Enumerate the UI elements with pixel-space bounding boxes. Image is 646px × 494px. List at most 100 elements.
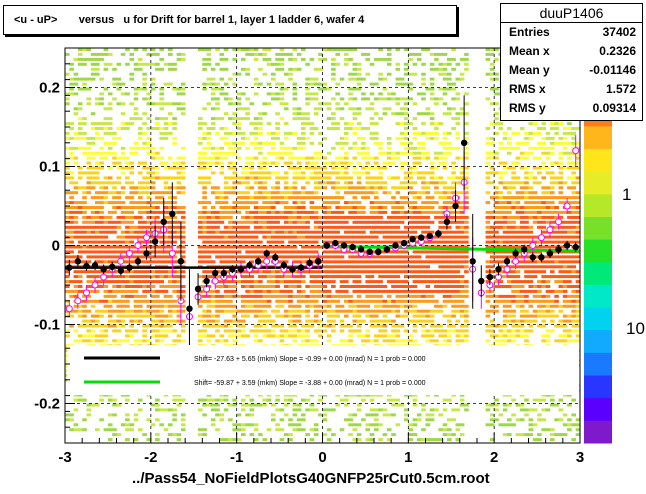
heatmap-cell <box>73 294 79 298</box>
heatmap-cell <box>116 166 122 170</box>
heatmap-cell <box>374 270 379 274</box>
heatmap-cell <box>442 299 448 303</box>
heatmap-cell <box>279 250 285 254</box>
heatmap-cell <box>425 220 431 224</box>
heatmap-cell <box>391 413 396 417</box>
heatmap-cell <box>73 428 79 432</box>
heatmap-cell <box>408 52 413 56</box>
heatmap-cell <box>305 250 310 254</box>
heatmap-cell <box>112 77 117 81</box>
heatmap-cell <box>451 433 456 437</box>
heatmap-cell <box>120 240 126 244</box>
heatmap-cell <box>352 62 358 66</box>
heatmap-cell <box>279 418 285 422</box>
heatmap-cell <box>421 191 426 195</box>
heatmap-cell <box>339 225 345 229</box>
heatmap-cell <box>172 230 177 234</box>
heatmap-cell <box>296 176 302 180</box>
heatmap-cell <box>399 299 405 303</box>
heatmap-cell <box>258 82 263 86</box>
heatmap-cell <box>112 156 117 160</box>
heatmap-cell <box>73 186 79 190</box>
heatmap-cell <box>206 146 212 150</box>
heatmap-cell <box>215 191 220 195</box>
heatmap-cell <box>369 240 375 244</box>
heatmap-cell <box>219 418 225 422</box>
heatmap-cell <box>65 240 70 244</box>
heatmap-cell <box>447 186 452 190</box>
heatmap-cell <box>95 339 100 343</box>
heatmap-cell <box>232 186 237 190</box>
heatmap-cell <box>219 220 225 224</box>
heatmap-cell <box>382 289 388 293</box>
heatmap-cell <box>421 82 426 86</box>
heatmap-cell <box>271 413 276 417</box>
heatmap-cell <box>408 433 413 437</box>
heatmap-cell <box>455 265 461 269</box>
heatmap-cell <box>112 319 117 323</box>
heatmap-cell <box>498 280 504 284</box>
heatmap-cell <box>502 196 508 200</box>
heatmap-cell <box>391 210 396 214</box>
heatmap-cell <box>116 156 122 160</box>
heatmap-cell <box>90 186 96 190</box>
heatmap-cell <box>168 433 173 437</box>
heatmap-cell <box>150 186 156 190</box>
heatmap-cell <box>103 289 109 293</box>
heatmap-cell <box>399 255 405 259</box>
heatmap-cell <box>99 285 104 288</box>
heatmap-cell <box>331 433 336 437</box>
heatmap-cell <box>386 428 392 432</box>
heatmap-cell <box>348 285 353 288</box>
heatmap-cell <box>399 250 405 254</box>
heatmap-cell <box>125 210 130 214</box>
heatmap-cell <box>408 206 413 209</box>
heatmap-cell <box>90 319 96 323</box>
heatmap-cell <box>399 77 405 81</box>
heatmap-cell <box>283 299 289 303</box>
heatmap-cell <box>146 280 152 284</box>
heatmap-cell <box>168 270 173 274</box>
heatmap-cell <box>511 196 516 200</box>
heatmap-cell <box>309 77 315 81</box>
heatmap-cell <box>202 255 207 259</box>
heatmap-cell <box>241 299 246 303</box>
heatmap-cell <box>219 146 225 150</box>
heatmap-cell <box>142 245 147 249</box>
heatmap-cell <box>82 309 87 313</box>
heatmap-cell <box>133 117 139 121</box>
heatmap-cell <box>253 309 259 313</box>
heatmap-cell <box>305 304 310 308</box>
heatmap-cell <box>344 191 349 195</box>
heatmap-cell <box>378 210 383 214</box>
heatmap-cell <box>283 87 289 91</box>
heatmap-cell <box>434 438 439 442</box>
heatmap-cell <box>73 112 79 116</box>
heatmap-cell <box>86 57 92 61</box>
heatmap-cell <box>249 156 255 160</box>
heatmap-cell <box>339 265 345 269</box>
heatmap-cell <box>77 57 83 61</box>
heatmap-cell <box>489 413 495 417</box>
heatmap-cell <box>464 92 469 96</box>
heatmap-cell <box>241 403 246 407</box>
heatmap-cell <box>215 220 220 224</box>
heatmap-cell <box>172 235 177 239</box>
heatmap-cell <box>69 92 74 96</box>
heatmap-cell <box>498 255 504 259</box>
heatmap-cell <box>459 210 465 214</box>
heatmap-cell <box>142 186 147 190</box>
heatmap-cell <box>322 289 328 293</box>
heatmap-cell <box>331 280 336 284</box>
heatmap-cell <box>90 230 96 234</box>
heatmap-cell <box>459 265 465 269</box>
heatmap-cell <box>82 201 87 205</box>
heatmap-cell <box>331 408 336 412</box>
heatmap-cell <box>168 260 173 264</box>
heatmap-cell <box>112 309 117 313</box>
heatmap-cell <box>369 235 375 239</box>
heatmap-cell <box>241 48 246 51</box>
heatmap-cell <box>365 294 370 298</box>
heatmap-cell <box>391 270 396 274</box>
heatmap-cell <box>236 107 242 111</box>
